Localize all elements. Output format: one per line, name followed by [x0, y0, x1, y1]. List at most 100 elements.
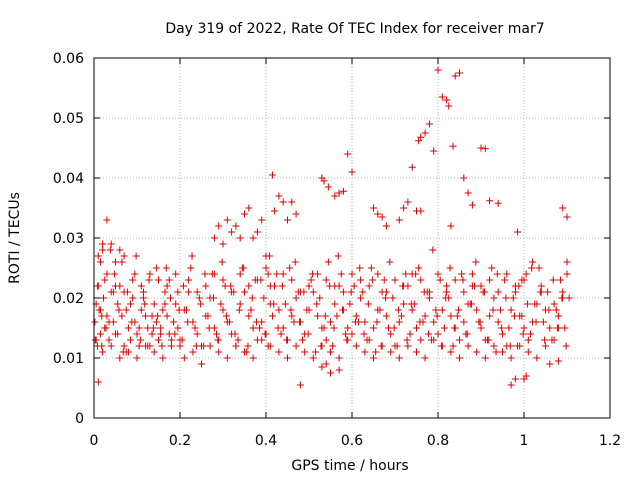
- data-point: [167, 294, 175, 302]
- data-point: [443, 288, 451, 296]
- data-point: [120, 252, 128, 260]
- data-point: [346, 300, 354, 308]
- grid-lines: [94, 58, 610, 418]
- data-point: [161, 288, 169, 296]
- data-point: [299, 336, 307, 344]
- data-point: [318, 363, 326, 371]
- data-point: [195, 294, 203, 302]
- data-point: [456, 336, 463, 344]
- data-point: [391, 276, 399, 284]
- data-point: [241, 210, 248, 218]
- data-point: [244, 342, 252, 350]
- data-point: [273, 270, 281, 278]
- data-point: [163, 312, 171, 320]
- data-point: [96, 330, 104, 338]
- data-point: [493, 270, 501, 278]
- data-point: [266, 282, 274, 290]
- data-point: [352, 312, 360, 320]
- data-point: [218, 258, 226, 266]
- data-point: [344, 150, 352, 158]
- data-point: [417, 207, 425, 215]
- data-point: [445, 102, 453, 110]
- data-point: [261, 330, 269, 338]
- data-point: [420, 288, 428, 296]
- data-point: [468, 201, 476, 209]
- data-point: [331, 192, 339, 200]
- data-point: [519, 330, 527, 338]
- data-point: [245, 312, 253, 320]
- data-point: [152, 264, 160, 272]
- x-tick-labels: 0 0.2 0.4 0.6 0.8 1 1.2: [90, 433, 622, 449]
- data-point: [518, 312, 526, 320]
- data-point: [118, 258, 126, 266]
- data-point: [489, 306, 497, 314]
- data-point: [127, 300, 135, 308]
- x-axis-title: GPS time / hours: [291, 458, 408, 474]
- chart-title: Day 319 of 2022, Rate Of TEC Index for r…: [165, 21, 544, 37]
- data-point: [421, 312, 429, 320]
- data-point: [357, 276, 365, 284]
- data-point: [548, 336, 556, 344]
- data-point: [322, 276, 330, 284]
- data-point: [416, 318, 424, 326]
- data-point: [501, 276, 509, 284]
- data-point: [258, 336, 266, 344]
- data-point: [438, 93, 446, 101]
- data-point: [155, 336, 162, 344]
- data-point: [174, 288, 182, 296]
- data-point: [524, 348, 532, 356]
- data-point: [456, 354, 463, 362]
- data-point: [176, 342, 184, 350]
- data-point: [235, 306, 243, 314]
- data-point: [144, 342, 152, 350]
- data-point: [240, 264, 248, 272]
- data-point: [326, 282, 334, 290]
- data-point: [187, 264, 195, 272]
- data-point: [300, 288, 308, 296]
- data-point: [339, 187, 347, 195]
- data-point: [170, 318, 178, 326]
- data-point: [284, 354, 291, 362]
- data-point: [106, 246, 114, 254]
- x-tick-label: 0.8: [427, 433, 449, 449]
- data-point: [413, 324, 420, 332]
- data-point: [361, 318, 369, 326]
- data-point: [456, 69, 463, 77]
- data-point: [523, 300, 531, 308]
- data-point: [473, 306, 481, 314]
- data-point: [449, 342, 457, 350]
- data-point: [481, 354, 489, 362]
- data-point: [387, 330, 395, 338]
- data-point: [111, 270, 119, 278]
- data-point: [135, 342, 143, 350]
- data-point: [451, 72, 459, 80]
- data-point: [443, 282, 451, 290]
- data-point: [93, 342, 101, 350]
- data-point: [189, 348, 197, 356]
- data-point: [236, 300, 244, 308]
- data-point: [528, 264, 536, 272]
- data-point: [413, 348, 420, 356]
- data-point: [446, 264, 454, 272]
- data-point: [417, 133, 425, 141]
- data-point: [494, 318, 502, 326]
- data-point: [232, 222, 240, 230]
- data-point: [421, 354, 429, 362]
- data-point: [223, 354, 231, 362]
- data-point: [159, 354, 167, 362]
- data-point: [443, 96, 451, 104]
- data-point: [536, 288, 544, 296]
- data-point: [292, 294, 300, 302]
- data-point: [223, 216, 231, 224]
- data-point: [116, 354, 124, 362]
- data-point: [348, 270, 356, 278]
- data-point: [136, 336, 144, 344]
- data-point: [112, 258, 119, 266]
- data-point: [327, 348, 334, 356]
- y-axis-title: ROTI / TECUs: [7, 192, 23, 284]
- data-point: [437, 342, 445, 350]
- data-point: [546, 324, 554, 332]
- data-point: [417, 336, 425, 344]
- data-point: [351, 318, 359, 326]
